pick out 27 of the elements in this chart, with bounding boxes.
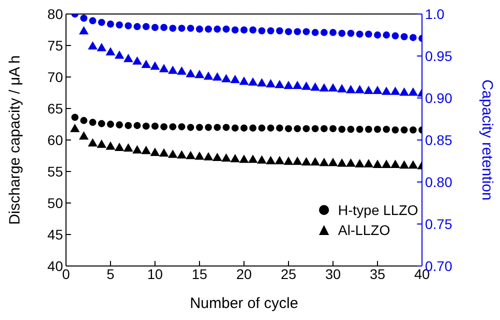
x-tick-label: 15 [192,266,208,282]
y2-tick-label: 0.75 [425,216,452,232]
y-tick-label: 55 [47,163,64,180]
y2-tick-label: 0.90 [425,90,452,106]
x-tick-label: 30 [325,266,341,282]
y-tick-label: 75 [47,37,64,54]
x-tick-label: 35 [370,266,386,282]
y-tick-label: 80 [47,6,64,22]
x-tick-label: 5 [106,266,115,282]
x-axis-title: Number of cycle [190,295,298,312]
legend-label: H-type LLZO [338,201,418,220]
y-tick-label: 50 [47,194,64,211]
x-tick-label: 0 [62,266,70,282]
x-tick-label: 10 [147,266,163,282]
y2-tick-label: 1.0 [425,6,445,22]
x-tick-label: 20 [236,266,252,282]
y-tick-label: 45 [47,226,64,242]
y-axis-title: Discharge capacity / μA h [6,55,24,225]
x-tick-label: 25 [280,266,296,282]
legend-label: Al-LLZO [338,221,390,240]
y2-tick-label: 0.85 [425,132,452,148]
y2-tick-label: 0.95 [425,48,452,64]
y-tick-label: 60 [47,132,64,148]
y-tick-label: 70 [47,68,64,85]
y2-tick-label: 0.80 [425,174,452,190]
y-tick-label: 65 [47,100,64,116]
y2-axis-title: Capacity retention [478,80,496,200]
